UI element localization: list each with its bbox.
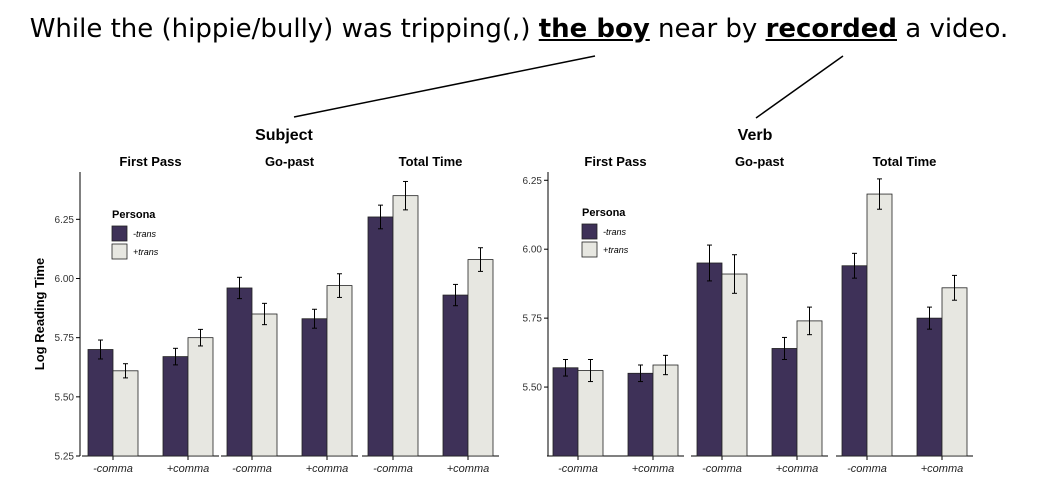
subject-go-past-x-tick-label: -comma xyxy=(232,463,272,475)
subject-first-pass-bar xyxy=(187,337,214,457)
verb-go-past-panel-title: Go-past xyxy=(735,154,785,169)
verb-first-pass-bar xyxy=(627,372,654,457)
verb-pointer-line xyxy=(755,55,844,119)
subject-legend-label: +trans xyxy=(133,247,159,257)
verb-legend-label: +trans xyxy=(603,245,629,255)
verb-go-past-x-tick-label: -comma xyxy=(702,463,742,475)
subject-go-past-bar xyxy=(251,313,278,457)
verb-total-time-x-tick-label: -comma xyxy=(847,463,887,475)
verb-go-past-bar xyxy=(771,348,798,457)
sentence-subject: the boy xyxy=(538,14,650,44)
verb-first-pass-x-tick-label: -comma xyxy=(558,463,598,475)
subject-first-pass-panel-title: First Pass xyxy=(119,154,181,169)
subject-total-time-bar xyxy=(392,195,419,457)
verb-first-pass-bar xyxy=(652,364,679,457)
verb-y-tick-label: 6.25 xyxy=(523,176,543,187)
verb-total-time-bar xyxy=(841,265,868,457)
subject-go-past-x-tick-label: +comma xyxy=(306,463,349,475)
subject-y-tick-label: 5.75 xyxy=(55,333,75,344)
verb-legend-title: Persona xyxy=(582,207,626,219)
verb-legend-swatch xyxy=(581,223,598,240)
sentence-post: a video. xyxy=(896,14,1009,44)
subject-legend-label: -trans xyxy=(133,229,157,239)
subject-total-time-panel-title: Total Time xyxy=(399,154,463,169)
subject-total-time-bar xyxy=(367,216,394,457)
verb-first-pass-bar xyxy=(577,370,604,457)
verb-total-time-bar xyxy=(916,317,943,457)
verb-total-time-x-tick-label: +comma xyxy=(921,463,964,475)
subject-legend-swatch xyxy=(111,243,128,260)
verb-legend-swatch xyxy=(581,241,598,258)
stimulus-sentence: While the (hippie/bully) was tripping(,)… xyxy=(0,14,1038,44)
subject-legend-title: Persona xyxy=(112,209,156,221)
verb-first-pass-bar xyxy=(552,367,579,457)
sentence-verb: recorded xyxy=(765,14,897,44)
verb-first-pass-x-tick-label: +comma xyxy=(632,463,675,475)
subject-total-time-bar xyxy=(442,294,469,457)
subject-go-past-panel-title: Go-past xyxy=(265,154,315,169)
subject-title: Subject xyxy=(255,127,313,144)
subject-y-tick-label: 5.25 xyxy=(55,452,75,463)
subject-go-past-bar xyxy=(301,318,328,457)
subject-y-tick-label: 6.00 xyxy=(55,274,75,285)
subject-go-past-bar xyxy=(226,287,253,457)
subject-total-time-x-tick-label: +comma xyxy=(447,463,490,475)
subject-first-pass-bar xyxy=(162,356,189,457)
sentence-pre: While the (hippie/bully) was tripping(,) xyxy=(29,14,539,44)
subject-y-tick-label: 5.50 xyxy=(55,392,75,403)
verb-y-tick-label: 5.75 xyxy=(523,314,543,325)
verb-title: Verb xyxy=(738,127,773,144)
subject-legend-swatch xyxy=(111,225,128,242)
subject-pointer-line xyxy=(293,55,596,118)
subject-total-time-x-tick-label: -comma xyxy=(373,463,413,475)
subject-first-pass-x-tick-label: -comma xyxy=(93,463,133,475)
verb-y-tick-label: 6.00 xyxy=(523,245,543,256)
sentence-mid: near by xyxy=(649,14,766,44)
subject-first-pass-bar xyxy=(112,370,139,457)
verb-legend-label: -trans xyxy=(603,227,627,237)
subject-total-time-bar xyxy=(467,259,494,457)
verb-go-past-bar xyxy=(696,262,723,457)
verb-go-past-x-tick-label: +comma xyxy=(776,463,819,475)
verb-total-time-bar xyxy=(866,193,893,457)
verb-go-past-bar xyxy=(721,273,748,457)
verb-go-past-bar xyxy=(796,320,823,457)
verb-first-pass-panel-title: First Pass xyxy=(584,154,646,169)
subject-go-past-bar xyxy=(326,285,353,457)
subject-first-pass-x-tick-label: +comma xyxy=(167,463,210,475)
verb-total-time-panel-title: Total Time xyxy=(873,154,937,169)
subject-y-tick-label: 6.25 xyxy=(55,215,75,226)
subject-y-axis-label: Log Reading Time xyxy=(32,258,47,370)
subject-first-pass-bar xyxy=(87,349,114,457)
verb-y-tick-label: 5.50 xyxy=(523,383,543,394)
verb-total-time-bar xyxy=(941,287,968,457)
